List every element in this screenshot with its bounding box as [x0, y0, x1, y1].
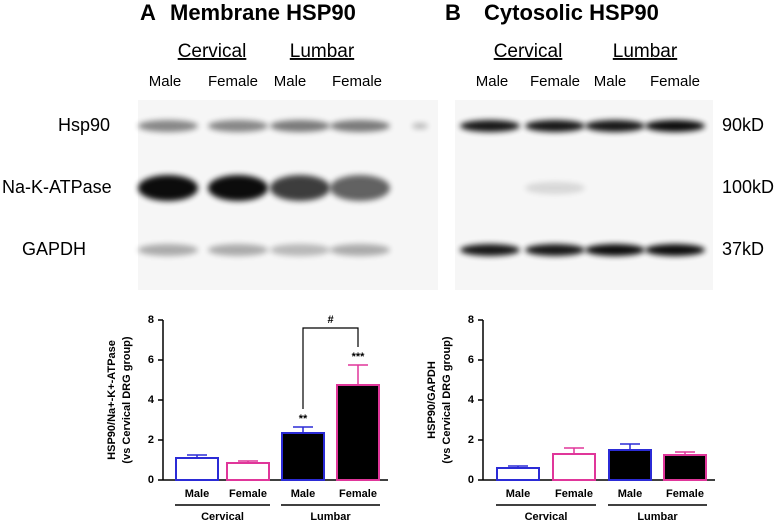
lane-label: Male [149, 73, 182, 90]
bar [496, 467, 540, 481]
lane-label: Female [332, 73, 382, 90]
y-tick-label: 2 [468, 434, 474, 446]
band [138, 244, 198, 256]
group-label: Lumbar [290, 41, 355, 62]
y-tick-label: 8 [148, 314, 154, 326]
y-tick-label: 6 [468, 354, 474, 366]
panel-title: Membrane HSP90 [170, 0, 356, 25]
band [585, 244, 645, 256]
bar [552, 453, 596, 481]
band [525, 244, 585, 256]
bar [608, 449, 652, 481]
x-tick-label: Male [506, 488, 530, 500]
row-label: Na-K-ATPase [2, 177, 112, 197]
band [208, 120, 268, 132]
group-label: Cervical [178, 41, 247, 62]
lane-label: Female [208, 73, 258, 90]
band [270, 244, 330, 256]
comparison-label: # [327, 314, 333, 326]
x-tick-label: Female [555, 488, 593, 500]
x-tick-label: Male [618, 488, 642, 500]
y-axis-label: (vs Cervical DRG group) [441, 336, 453, 463]
band [138, 175, 198, 201]
panel-letter: A [140, 0, 156, 25]
x-tick-label: Male [185, 488, 209, 500]
row-label: Hsp90 [58, 115, 110, 135]
y-tick-label: 8 [468, 314, 474, 326]
y-tick-label: 6 [148, 354, 154, 366]
band [460, 120, 520, 132]
group-label: Lumbar [637, 511, 678, 523]
significance-label: ** [299, 413, 308, 425]
bar [175, 457, 219, 481]
lane-label: Female [530, 73, 580, 90]
band [208, 244, 268, 256]
blots: Cervical Lumbar Male Female Male Female Cervic… [2, 41, 774, 259]
bar [336, 384, 380, 481]
y-tick-label: 0 [468, 474, 474, 486]
y-tick-label: 4 [468, 394, 475, 406]
y-axis-label: HSP90/Na+-K+-ATPase [106, 340, 118, 460]
lane-label: Male [594, 73, 627, 90]
band [330, 120, 390, 132]
band [645, 244, 705, 256]
band [645, 120, 705, 132]
band [525, 182, 585, 194]
comparison-bracket [302, 327, 359, 409]
band [460, 244, 520, 256]
y-tick-label: 4 [148, 394, 155, 406]
panel-letter: B [445, 0, 461, 25]
size-label: 90kD [722, 115, 764, 135]
x-tick-label: Female [229, 488, 267, 500]
lane-label: Male [476, 73, 509, 90]
bar [281, 432, 325, 481]
bar [663, 454, 707, 481]
band [412, 123, 428, 129]
y-axis-label: (vs Cervical DRG group) [121, 336, 133, 463]
x-tick-label: Male [291, 488, 315, 500]
y-tick-label: 2 [148, 434, 154, 446]
y-axis-label: HSP90/GAPDH [426, 361, 438, 439]
significance-label: *** [352, 351, 366, 363]
x-tick-label: Female [339, 488, 377, 500]
size-label: 100kD [722, 177, 774, 197]
row-label: GAPDH [22, 239, 86, 259]
band [208, 175, 268, 201]
bar [226, 462, 270, 481]
lane-label: Female [650, 73, 700, 90]
group-label: Lumbar [613, 41, 678, 62]
band [138, 120, 198, 132]
group-label: Cervical [494, 41, 563, 62]
x-tick-label: Female [666, 488, 704, 500]
panel-title: Cytosolic HSP90 [484, 0, 659, 25]
band [585, 120, 645, 132]
group-label: Cervical [525, 511, 568, 523]
band [270, 120, 330, 132]
band [270, 175, 330, 201]
band [330, 175, 390, 201]
lane-label: Male [274, 73, 307, 90]
size-label: 37kD [722, 239, 764, 259]
y-tick-label: 0 [148, 474, 154, 486]
group-label: Cervical [201, 511, 244, 523]
band [525, 120, 585, 132]
group-label: Lumbar [310, 511, 351, 523]
band [330, 244, 390, 256]
